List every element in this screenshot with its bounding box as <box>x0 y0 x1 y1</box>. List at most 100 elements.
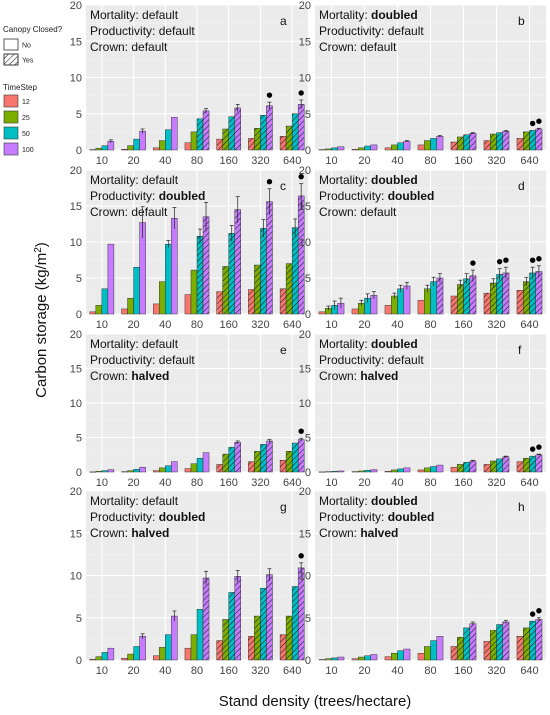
x-tick-label: 10 <box>96 477 108 489</box>
x-tick-label: 320 <box>487 665 505 677</box>
bar-hatch <box>222 619 229 660</box>
bar <box>331 147 338 151</box>
bar <box>397 142 404 151</box>
x-tick-label: 20 <box>358 477 370 489</box>
legend-timestep-key-12 <box>3 94 19 108</box>
y-tick-label: 0 <box>76 145 82 157</box>
x-tick-label: 80 <box>424 665 436 677</box>
bar <box>391 469 398 473</box>
bar <box>127 653 134 661</box>
y-tick-label: 15 <box>299 201 311 213</box>
bar-hatch <box>298 439 305 472</box>
bar <box>436 636 444 661</box>
bar-hatch <box>457 136 464 150</box>
y-tick-label: 10 <box>70 73 82 85</box>
bar-hatch <box>266 105 273 150</box>
panel-line-label: Productivity: <box>90 510 159 524</box>
bar-hatch <box>286 616 293 660</box>
panel-line-label: Productivity: <box>319 510 388 524</box>
bar <box>202 452 210 473</box>
panel-c-line: Crown: default <box>90 205 168 219</box>
panel-line-value: default <box>388 24 425 38</box>
x-tick-label: 640 <box>283 477 301 489</box>
y-tick-label: 15 <box>299 364 311 376</box>
significance-dot <box>529 120 536 127</box>
panel-letter: b <box>518 14 525 28</box>
x-tick-label: 10 <box>325 665 337 677</box>
panel-e-line: Crown: halved <box>90 369 169 383</box>
bar <box>397 650 404 661</box>
bar <box>133 646 140 661</box>
bar-hatch <box>280 288 287 314</box>
bar <box>196 609 204 661</box>
bar <box>165 634 172 661</box>
x-tick-label: 80 <box>191 155 203 167</box>
x-tick-label: 80 <box>424 477 436 489</box>
significance-dot <box>536 118 542 124</box>
panel-line-value: default <box>131 205 168 219</box>
bar-hatch <box>228 116 235 150</box>
panel-d-line: Crown: default <box>319 205 397 219</box>
y-axis-title-close: ) <box>33 242 50 247</box>
bar <box>190 634 198 661</box>
bar-hatch <box>523 627 530 660</box>
x-tick-label: 320 <box>251 155 269 167</box>
bar-hatch <box>280 460 287 472</box>
panel-line-label: Crown: <box>319 369 360 383</box>
y-tick-label: 10 <box>70 237 82 249</box>
y-tick-label: 10 <box>70 571 82 583</box>
panel-a-line: Crown: default <box>90 40 168 54</box>
bar-hatch <box>254 128 261 150</box>
x-tick-label: 40 <box>159 665 171 677</box>
bar-hatch <box>266 574 273 660</box>
y-tick-label: 0 <box>76 655 82 667</box>
bar-hatch <box>535 271 543 314</box>
bar <box>403 648 411 661</box>
y-axis-title: Carbon storage (kg/m2) <box>33 242 50 398</box>
legend-timestep-label-12: 12 <box>22 99 30 106</box>
panel-line-value: halved <box>360 369 398 383</box>
bar-hatch <box>483 140 491 150</box>
bar-hatch <box>197 118 204 150</box>
significance-dot <box>529 611 536 617</box>
bar-hatch <box>463 627 470 660</box>
bar <box>384 147 392 151</box>
x-tick-label: 20 <box>127 665 139 677</box>
bar <box>89 658 97 661</box>
legend-timestep-key-50 <box>3 126 19 140</box>
bar <box>101 652 109 661</box>
legend-canopy-key-no <box>3 38 19 51</box>
panel-h-line: Productivity: doubled <box>319 510 434 524</box>
panel-h-line: Crown: halved <box>319 526 398 540</box>
panel-f-line: Crown: halved <box>319 369 398 383</box>
panel-e: 0 5 10 15 20 10 20 40 80 160 320 640 Mortality: defa… <box>70 329 308 489</box>
bar-hatch <box>260 115 267 150</box>
panel-line-value: default <box>142 337 179 351</box>
legend-timestep-label-50: 50 <box>22 131 30 138</box>
bar-hatch <box>203 578 210 660</box>
bar-hatch <box>529 621 536 660</box>
bar <box>101 470 109 473</box>
bar <box>95 147 103 151</box>
panel-line-value: doubled <box>159 510 206 524</box>
bar <box>337 470 345 473</box>
panel-b-line: Mortality: doubled <box>319 8 418 22</box>
x-tick-label: 10 <box>96 319 108 331</box>
significance-dot <box>536 608 542 614</box>
x-tick-label: 10 <box>325 319 337 331</box>
bar-hatch <box>228 592 235 660</box>
panel-line-value: doubled <box>371 173 418 187</box>
panel-line-value: doubled <box>371 494 418 508</box>
bar-hatch <box>266 201 273 314</box>
bar <box>397 288 404 315</box>
y-tick-label: 5 <box>305 613 311 625</box>
x-tick-label: 40 <box>159 155 171 167</box>
bar <box>337 656 345 661</box>
bar-hatch <box>523 458 530 472</box>
bar-hatch <box>234 107 241 150</box>
y-tick-label: 5 <box>305 273 311 285</box>
bar <box>351 658 359 661</box>
bar <box>153 303 160 315</box>
bar <box>95 656 103 661</box>
